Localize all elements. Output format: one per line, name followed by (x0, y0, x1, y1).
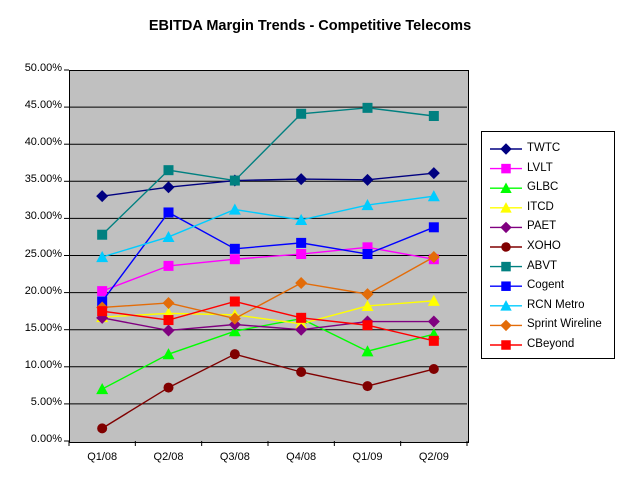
x-axis-tick-label: Q2/09 (418, 451, 449, 463)
legend-item-label: GLBC (527, 181, 559, 194)
y-axis-tick-label: 45.00% (24, 99, 62, 112)
legend-item-label: Sprint Wireline (527, 318, 602, 331)
y-axis-tick-label: 35.00% (24, 173, 62, 186)
legend-item[interactable]: LVLT (486, 160, 614, 179)
legend-item-label: XOHO (527, 240, 561, 252)
legend-item[interactable]: Cogent (486, 277, 614, 296)
y-axis-tick-label: 30.00% (24, 210, 62, 223)
legend-item[interactable]: RCN Metro (486, 297, 614, 316)
legend-item[interactable]: GLBC (486, 179, 614, 198)
y-axis-tick-label: 40.00% (24, 136, 62, 149)
y-axis-tick-label: 50.00% (24, 62, 62, 74)
x-axis-tick-label: Q1/09 (352, 451, 383, 463)
legend-item-label: TWTC (527, 142, 561, 154)
legend-item[interactable]: Sprint Wireline (486, 316, 614, 335)
legend-item-label: ITCD (527, 200, 554, 213)
y-axis-tick-label: 25.00% (24, 247, 62, 260)
y-axis-tick-label: 10.00% (24, 358, 62, 371)
legend-item[interactable]: ITCD (486, 199, 614, 218)
legend-item[interactable]: XOHO (486, 238, 614, 257)
legend-item-label: RCN Metro (527, 298, 585, 311)
y-axis-tick-label: 5.00% (30, 395, 62, 408)
y-axis-labels: 50.00% 45.00% 40.00% 35.00% 30.00% 25.00% 20.0… (0, 0, 62, 478)
y-axis-tick-label: 20.00% (24, 284, 62, 297)
chart-legend: TWTC LVLT GLBC ITCD PAET XOHO ABVT Cogent RCN Me… (481, 131, 615, 359)
legend-item-label: ABVT (527, 259, 558, 272)
chart-title: EBITDA Margin Trends - Competitive Telec… (148, 18, 472, 34)
x-axis-tick-label: Q1/08 (87, 451, 118, 463)
legend-item[interactable]: TWTC (486, 140, 614, 159)
x-axis-labels: Q1/08 Q2/08 Q3/08 Q4/08 Q1/09 Q2/09 (69, 447, 469, 467)
y-axis-tick-label: 0.00% (30, 433, 62, 445)
legend-item[interactable]: PAET (486, 218, 614, 237)
legend-item-label: LVLT (527, 161, 553, 174)
legend-item[interactable]: ABVT (486, 258, 614, 277)
legend-item[interactable]: CBeyond (486, 336, 614, 355)
x-axis-tick-label: Q2/08 (153, 451, 184, 463)
legend-item-label: PAET (527, 220, 557, 233)
legend-item-label: Cogent (527, 279, 565, 292)
x-axis-tick-label: Q3/08 (219, 451, 250, 463)
plot-area (69, 70, 469, 443)
legend-item-label: CBeyond (527, 338, 575, 350)
y-axis-tick-label: 15.00% (24, 321, 62, 334)
x-axis-tick-label: Q4/08 (286, 451, 317, 463)
